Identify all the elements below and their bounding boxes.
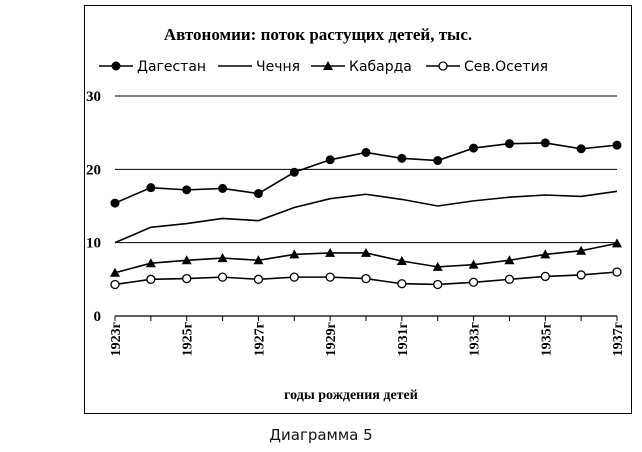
data-point (289, 167, 299, 177)
legend-item: Кабарда (311, 59, 412, 75)
data-point (361, 247, 371, 257)
data-point (361, 147, 371, 157)
series-1 (114, 190, 618, 244)
legend-marker (111, 61, 121, 71)
series-2 (110, 238, 622, 277)
data-point (253, 274, 264, 284)
y-tick-label: 0 (94, 309, 102, 325)
data-point (110, 267, 120, 277)
data-point (540, 138, 550, 148)
data-point (504, 139, 514, 149)
series-3 (110, 267, 622, 290)
legend-marker (438, 61, 448, 71)
series-line (114, 190, 618, 244)
data-point (181, 255, 192, 265)
x-tick-label: 1927г (252, 322, 267, 356)
legend: Дагестан Чечня Кабарда Сев.Осетия (99, 59, 548, 75)
legend-marker (323, 61, 333, 70)
x-tick-label: 1929г (324, 322, 339, 356)
data-point (218, 183, 228, 193)
data-point (397, 279, 407, 289)
data-point (325, 272, 335, 282)
legend-label: Кабарда (349, 59, 412, 75)
y-tick-label: 20 (86, 162, 101, 178)
data-point (110, 198, 120, 208)
data-point (576, 245, 587, 255)
x-tick-label: 1937г (611, 322, 626, 356)
legend-label: Чечня (256, 59, 300, 75)
data-point (217, 272, 228, 282)
series-0 (110, 138, 622, 208)
data-point (289, 272, 299, 282)
x-tick-label: 1931г (396, 322, 411, 356)
data-point (110, 279, 120, 290)
data-point (576, 144, 586, 154)
y-tick-label: 30 (86, 89, 101, 105)
figure-caption: Диаграмма 5 (269, 426, 373, 444)
data-point (253, 189, 263, 199)
data-point (253, 255, 264, 265)
data-point (397, 153, 407, 163)
data-point (468, 259, 479, 269)
axes: 1923г 1925г 1927г 1929г 1931г 1933г 1935г 1937г (109, 315, 626, 356)
data-point (325, 155, 335, 165)
x-tick-label: 1935г (539, 322, 554, 356)
legend-item: Дагестан (99, 59, 206, 75)
x-tick-label: 1923г (109, 322, 124, 356)
data-point (182, 185, 192, 195)
data-point (433, 156, 443, 166)
chart-title: Автономии: поток растущих детей, тыс. (164, 25, 472, 44)
legend-label: Сев.Осетия (464, 59, 548, 75)
legend-label: Дагестан (137, 59, 206, 75)
data-point (469, 143, 479, 153)
data-point (361, 273, 371, 284)
data-point (433, 279, 443, 290)
data-point (289, 249, 300, 259)
data-point (146, 183, 156, 193)
data-point (612, 238, 622, 248)
data-point (146, 274, 156, 284)
series-layer (110, 138, 622, 290)
data-point (504, 255, 515, 265)
x-tick-label: 1925г (181, 322, 196, 356)
data-point (217, 253, 228, 263)
data-point (468, 277, 479, 287)
data-point (576, 270, 586, 280)
data-point (432, 261, 443, 271)
chart-frame (84, 5, 632, 414)
data-point (145, 258, 156, 268)
data-point (182, 273, 192, 284)
legend-item: Сев.Осетия (426, 59, 548, 75)
data-point (325, 247, 336, 257)
data-point (612, 267, 622, 277)
legend-item: Чечня (218, 59, 300, 75)
grid-lines: 0 10 20 30 (86, 89, 617, 325)
data-point (540, 249, 551, 259)
data-point (540, 271, 550, 282)
x-axis-label: годы рождения детей (284, 388, 418, 403)
data-point (396, 256, 407, 265)
data-point (612, 140, 622, 150)
data-point (504, 274, 515, 284)
x-tick-label: 1933г (468, 322, 483, 356)
y-tick-label: 10 (86, 236, 101, 252)
